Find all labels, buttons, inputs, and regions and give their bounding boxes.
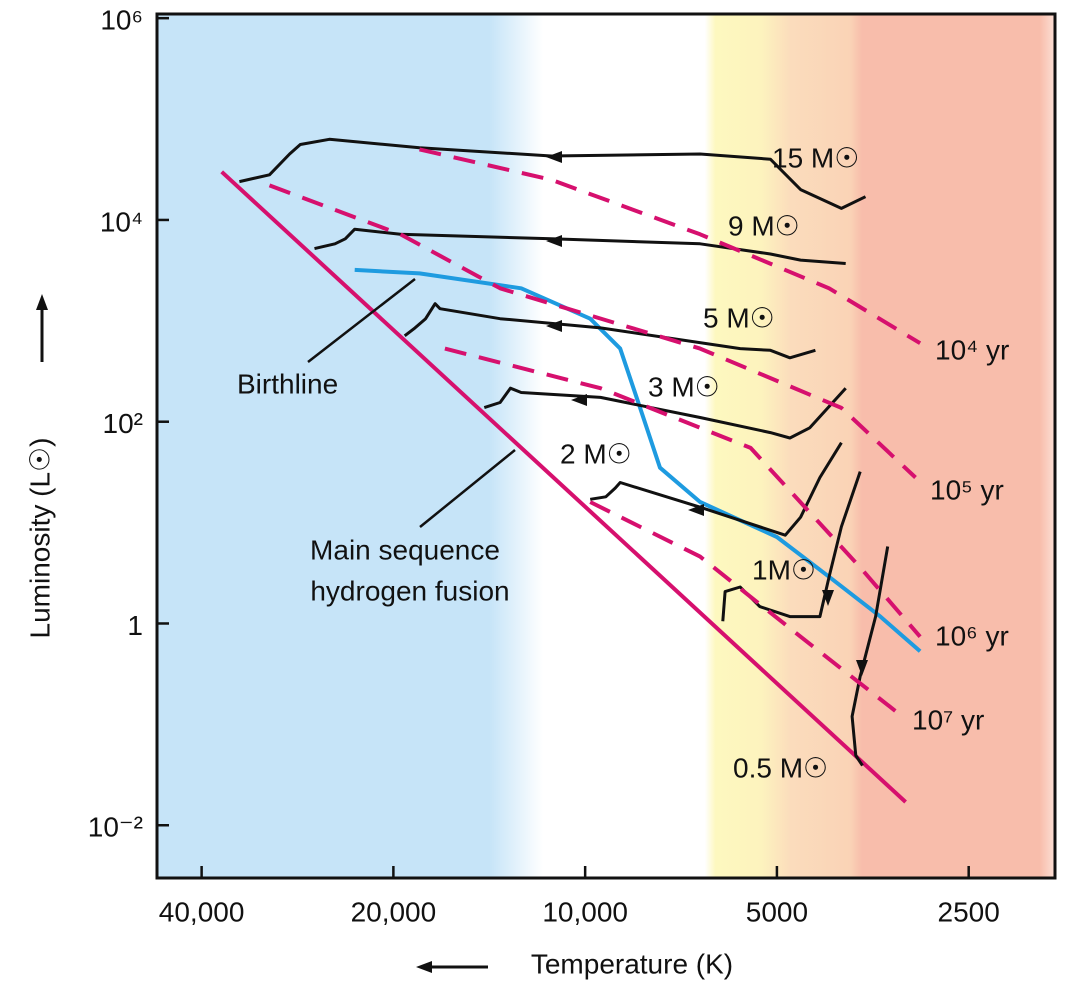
track bbox=[403, 302, 816, 360]
series-label: 2 M☉ bbox=[560, 438, 632, 469]
x-axis-arrow bbox=[416, 961, 488, 973]
series-label: 9 M☉ bbox=[728, 210, 800, 241]
temperature-bands bbox=[157, 14, 1055, 878]
pointer bbox=[419, 449, 516, 528]
y-tick-label: 10⁴ bbox=[100, 206, 143, 237]
y-axis-label: Luminosity (L☉) bbox=[24, 438, 55, 639]
track bbox=[239, 137, 867, 210]
x-tick-label: 20,000 bbox=[351, 896, 437, 927]
y-tick-label: 10² bbox=[103, 408, 143, 439]
track-arrows bbox=[546, 151, 868, 676]
track bbox=[721, 471, 862, 622]
annotation: Main sequence bbox=[310, 534, 500, 565]
series-label: 0.5 M☉ bbox=[733, 752, 828, 783]
track bbox=[314, 227, 846, 265]
series-label: 3 M☉ bbox=[648, 371, 720, 402]
y-tick-label: 10⁻² bbox=[88, 812, 143, 843]
isochrone bbox=[444, 346, 922, 639]
y-tick-label: 1 bbox=[127, 610, 143, 641]
x-tick-label: 10,000 bbox=[542, 896, 628, 927]
track bbox=[354, 267, 922, 653]
track bbox=[220, 170, 907, 804]
isochrone bbox=[268, 183, 917, 479]
isochrone bbox=[419, 147, 922, 345]
x-tick-label: 5000 bbox=[746, 896, 808, 927]
plot-frame bbox=[155, 12, 1057, 880]
annotation: Birthline bbox=[237, 368, 338, 399]
series-label: 5 M☉ bbox=[703, 302, 775, 333]
series-label: 15 M☉ bbox=[772, 142, 859, 173]
series-label: 10⁷ yr bbox=[912, 704, 984, 735]
plot-area bbox=[220, 137, 922, 804]
series-label: 1M☉ bbox=[752, 554, 816, 585]
y-tick-label: 10⁶ bbox=[100, 5, 143, 36]
isochrone bbox=[589, 500, 897, 713]
series-label: 10⁵ yr bbox=[930, 474, 1004, 505]
pointer bbox=[307, 278, 416, 363]
series-label: 10⁶ yr bbox=[935, 620, 1009, 651]
series-label: 10⁴ yr bbox=[935, 334, 1009, 365]
x-tick-label: 40,000 bbox=[159, 896, 245, 927]
y-axis-arrow bbox=[36, 294, 48, 362]
track bbox=[850, 546, 890, 767]
annotation: hydrogen fusion bbox=[310, 575, 509, 606]
x-axis-label: Temperature (K) bbox=[531, 948, 733, 979]
x-tick-label: 2500 bbox=[938, 896, 1000, 927]
